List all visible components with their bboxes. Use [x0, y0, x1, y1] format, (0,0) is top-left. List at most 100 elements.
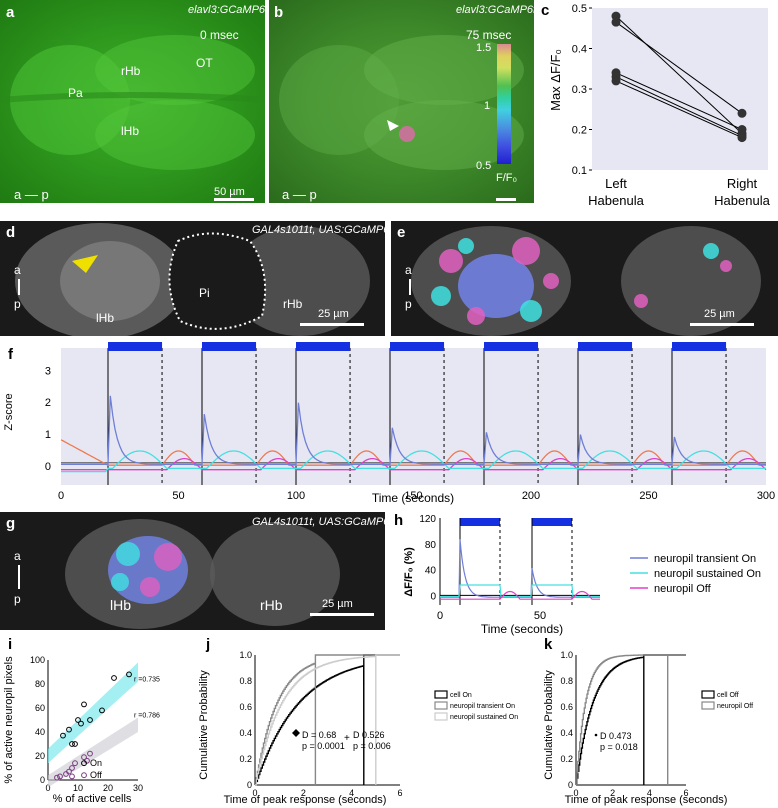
annotation: p = 0.006	[353, 741, 391, 751]
scalebar-label-g: 25 µm	[322, 598, 353, 610]
xtick-label-f: 50	[172, 490, 184, 502]
label-OT: OT	[196, 56, 213, 70]
panel-letter-h: h	[394, 512, 404, 529]
trace-off-h	[440, 590, 600, 600]
genotype-label-d: GAL4s1011t, UAS:GCaMP6s	[252, 224, 395, 236]
legend-marker-on	[81, 760, 87, 767]
trace-magenta-f	[61, 457, 767, 471]
point-off-i	[54, 774, 60, 781]
ylabel-c: Max ΔF/F₀	[548, 49, 563, 111]
xtick-label: 4	[647, 788, 652, 798]
label-Pi: Pi	[199, 286, 210, 300]
ytick-label-c: 0.1	[572, 165, 587, 177]
xlabel-j: Time of peak response (seconds)	[224, 794, 387, 806]
trace-orange-f	[60, 439, 766, 466]
axis-p-e: p	[405, 297, 412, 311]
ytick-label-c: 0.2	[572, 125, 587, 137]
point-on-i	[111, 675, 117, 681]
legend-label: cell On	[450, 692, 472, 699]
annotation-r-on: r =0.735	[134, 677, 160, 684]
cdf-neuropil-off	[576, 654, 686, 786]
axis-ap-b: a — p	[282, 187, 317, 202]
ytick-label-c: 0.4	[572, 44, 587, 56]
xtick-left-line2: Habenula	[588, 193, 644, 208]
axis-p-g: p	[14, 592, 21, 606]
cdf-cell-off	[576, 654, 686, 786]
xtick-label-i: 0	[45, 783, 50, 793]
ytick-label: 0.2	[560, 754, 573, 764]
legend-box	[434, 712, 448, 721]
xtick-label: 0	[252, 788, 257, 798]
xtick-label-f: 200	[522, 490, 540, 502]
legend-box	[701, 690, 715, 699]
ylabel-f: Z-score	[3, 393, 15, 430]
ytick-label-i: 20	[35, 751, 45, 761]
genotype-label-a: elavl3:GCaMP6f	[188, 4, 269, 16]
xlabel-f: Time (seconds)	[372, 491, 454, 505]
panel-letter-a: a	[6, 4, 15, 21]
ylabel-i: % of active neuropil pixels	[3, 656, 15, 784]
axis-a-e: a	[405, 263, 412, 277]
brain-outline-b	[279, 35, 524, 170]
chart-i: % of active neuropil pixels % of active …	[3, 655, 160, 805]
xlabel-h: Time (seconds)	[481, 622, 563, 636]
xtick-label-i: 10	[73, 783, 83, 793]
panel-b-image	[269, 0, 534, 203]
active-spot	[399, 126, 415, 142]
ytick-label-i: 40	[35, 727, 45, 737]
ytick-label-c: 0.5	[572, 3, 587, 15]
point-right-c	[737, 133, 747, 143]
pair-line-c	[615, 80, 743, 139]
scalebar-g	[310, 613, 374, 616]
point-on-i	[126, 671, 132, 678]
ytick-label-f: 2	[45, 397, 51, 409]
pair-line-c	[615, 21, 743, 114]
trace-sustained-h	[440, 584, 600, 598]
legend-label-h: neuropil Off	[654, 583, 712, 595]
annotation: D = 0.68	[302, 730, 336, 740]
stim-bar	[390, 342, 445, 351]
xtick-right-line2: Habenula	[714, 193, 770, 208]
point-on-i	[78, 720, 84, 727]
ytick-label-i: 60	[35, 703, 45, 713]
xtick-label-f: 0	[58, 490, 64, 502]
ytick-label-i: 80	[35, 679, 45, 689]
panel-letter-g: g	[6, 515, 16, 532]
legend-box	[701, 701, 715, 710]
legend-box	[434, 690, 448, 699]
chart-j: Cumulative Probability Time of peak resp…	[198, 650, 518, 806]
panel-letter-j: j	[206, 636, 211, 653]
point-on-i	[66, 726, 72, 733]
annotation: D 0.526	[353, 730, 385, 740]
panel-letter-b: b	[274, 4, 284, 21]
genotype-label-b: elavl3:GCaMP6f	[456, 4, 537, 16]
point-off-i	[69, 765, 75, 771]
panel-letter-k: k	[544, 636, 553, 653]
panel-e-image	[391, 221, 778, 336]
point-off-i	[66, 768, 72, 775]
xtick-right-line1: Right	[727, 176, 758, 191]
legend-label-h: neuropil transient On	[654, 553, 756, 565]
cdf-neuropil-transient	[255, 654, 400, 786]
ylabel-h: ΔF/F₀ (%)	[403, 547, 415, 597]
stim-bar-h	[460, 518, 500, 526]
axis-a-g: a	[14, 549, 21, 563]
colorbar-tick-0.5: 0.5	[476, 160, 492, 172]
point-off-i	[81, 754, 87, 761]
white-arrowhead	[387, 120, 399, 131]
ytick-label: 0	[247, 780, 252, 790]
label-rHb-d: rHb	[283, 297, 303, 311]
plot-bg-c	[592, 8, 768, 170]
ytick-label-h: 0	[430, 591, 436, 602]
axis-line-e	[409, 279, 411, 295]
panel-d-image	[0, 221, 385, 336]
ytick-label-h: 80	[425, 540, 437, 551]
point-on-i	[99, 707, 105, 714]
ytick-label-i: 0	[40, 775, 45, 785]
legend-label-on: On	[90, 758, 102, 768]
chart-f: Z-score Time (seconds) 0 50 100 150 200 250 30…	[3, 342, 775, 505]
ytick-label: 0.4	[560, 728, 573, 738]
xtick-label: 6	[397, 788, 402, 798]
legend-label: cell Off	[717, 692, 739, 699]
xtick-label-f: 100	[287, 490, 305, 502]
